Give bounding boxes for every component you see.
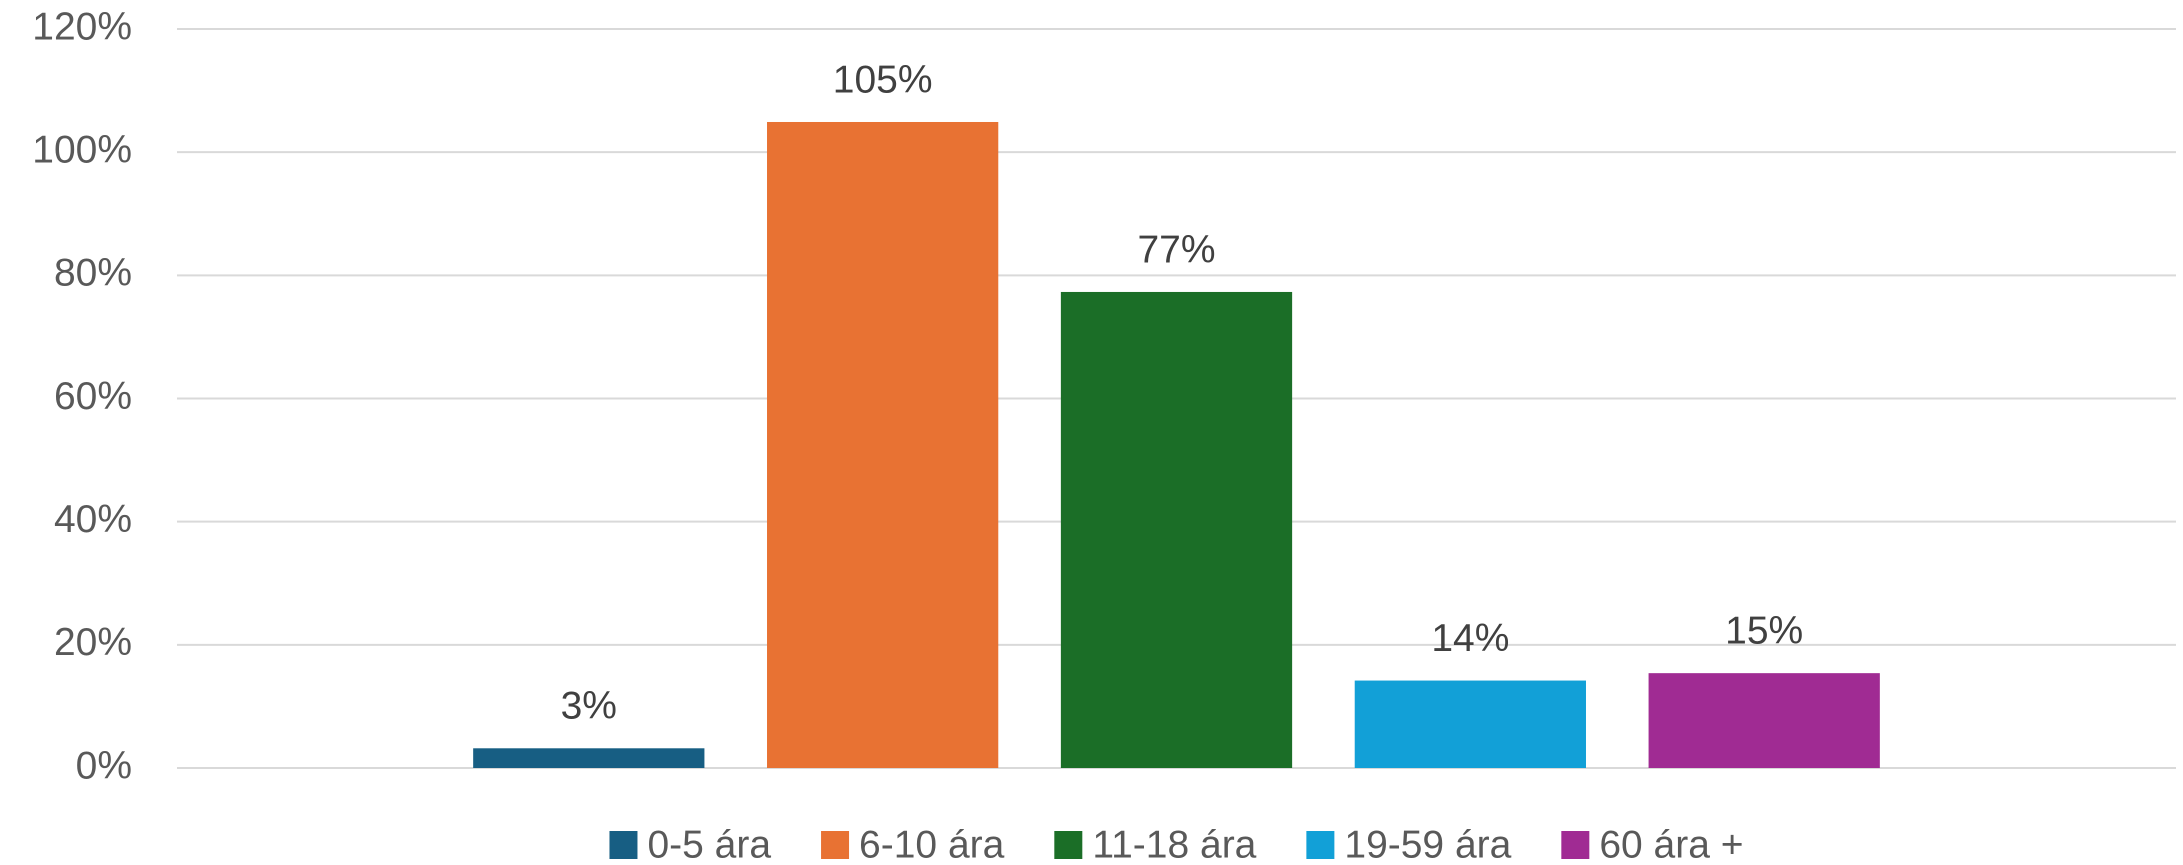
legend-label: 0-5 ára [647,823,771,865]
y-tick-label: 120% [32,5,132,48]
y-tick-label: 40% [54,498,132,541]
legend-label: 6-10 ára [859,823,1005,865]
bar [473,748,705,768]
legend-label: 19-59 ára [1344,823,1511,865]
bar [1060,291,1293,768]
bar [1648,673,1880,768]
data-label: 15% [1725,609,1803,652]
bar [767,121,999,768]
legend-swatch [1054,831,1083,859]
data-label: 14% [1431,617,1509,660]
legend-label: 11-18 ára [1092,823,1256,865]
data-label: 3% [561,685,617,728]
legend-swatch [609,831,638,859]
y-tick-label: 0% [76,744,132,787]
data-label: 77% [1137,228,1215,271]
y-tick-label: 100% [32,128,132,171]
y-tick-label: 20% [54,621,132,664]
legend-swatch [821,831,850,859]
legend-swatch [1561,831,1590,859]
legend-swatch [1306,831,1335,859]
y-tick-label: 60% [54,375,132,418]
y-tick-label: 80% [54,252,132,295]
bar [1354,680,1586,768]
legend-label: 60 ára + [1599,823,1743,865]
data-label: 105% [833,58,933,101]
